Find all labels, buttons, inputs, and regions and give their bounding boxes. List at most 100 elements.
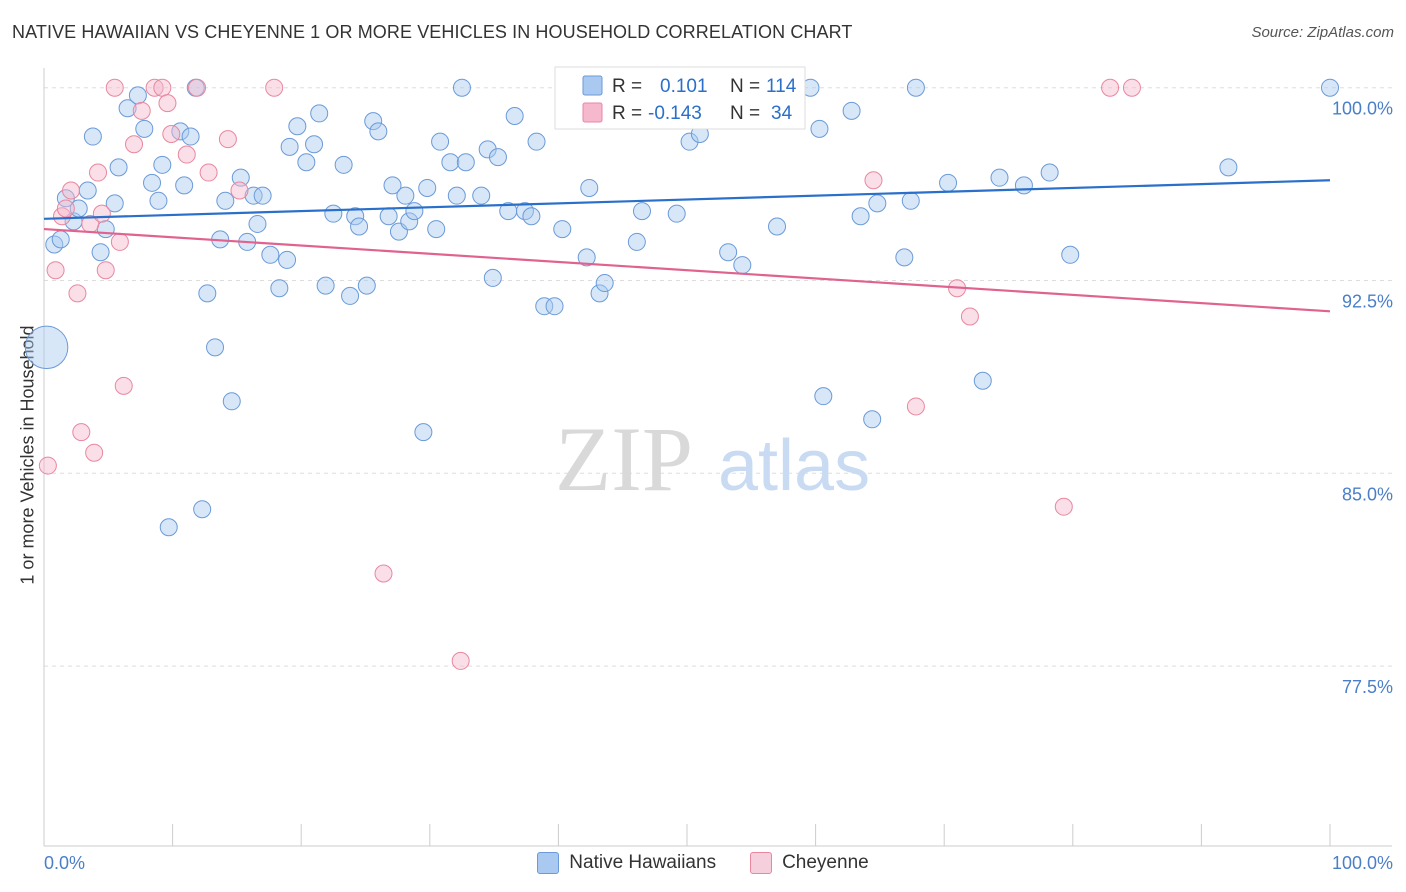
native-hawaiians-point-11 [109,158,128,177]
cheyenne-point-3 [56,199,75,218]
cheyenne-point-16 [132,101,151,120]
native-hawaiians-point-79 [580,178,599,197]
native-hawaiians-point-99 [906,78,925,97]
native-hawaiians-point-65 [472,186,491,205]
legend-n-label-2: N = [730,103,760,124]
native-hawaiians-point-100 [939,173,958,192]
native-hawaiians-point-97 [895,248,914,267]
cheyenne-point-13 [110,232,129,251]
cheyenne-point-20 [162,124,181,143]
native-hawaiians-point-102 [990,168,1009,187]
legend-n-value-1: 114 [766,76,797,97]
cheyenne-point-6 [72,423,91,442]
cheyenne-point-8 [85,443,104,462]
native-hawaiians-point-105 [1061,245,1080,264]
native-hawaiians-point-20 [175,176,194,195]
cheyenne-point-14 [114,376,133,395]
tick-labels: 100.0% 92.5% 85.0% 77.5% 0.0% 100.0% [44,99,1393,873]
cheyenne-point-9 [89,163,108,182]
native-hawaiians-point-7 [83,127,102,146]
native-hawaiians-point-15 [143,173,162,192]
y-tick-label-3: 77.5% [1342,677,1393,697]
native-hawaiians-point-93 [842,101,861,120]
native-hawaiians-point-41 [310,104,329,123]
native-hawaiians-point-62 [447,186,466,205]
legend-item-cheyenne[interactable]: Cheyenne [750,852,869,874]
native-hawaiians-trend-line [43,179,1331,220]
native-hawaiians-point-47 [350,217,369,236]
cheyenne-point-12 [105,78,124,97]
native-hawaiians-point-13 [128,86,147,105]
x-tick-label-0: 0.0% [44,853,85,873]
y-tick-label-2: 85.0% [1342,484,1393,504]
legend-item-native-hawaiians[interactable]: Native Hawaiians [537,852,716,874]
cheyenne-point-22 [188,78,207,97]
axes [43,68,1392,847]
cheyenne-point-21 [177,145,196,164]
native-hawaiians-point-31 [244,186,263,205]
native-hawaiians-point-103 [1014,176,1033,195]
native-hawaiians-point-106 [1219,158,1238,177]
native-hawaiians-point-35 [270,279,289,298]
native-hawaiians-point-51 [379,207,398,226]
cheyenne-point-19 [158,94,177,113]
y-tick-label-1: 92.5% [1342,291,1393,311]
native-hawaiians-point-61 [441,153,460,172]
native-hawaiians-point-8 [91,243,110,262]
series-cheyenne [38,78,1141,670]
native-hawaiians-point-74 [535,297,554,316]
cheyenne-point-25 [230,181,249,200]
x-tick-label-1: 100.0% [1332,853,1393,873]
native-hawaiians-point-75 [545,297,564,316]
native-hawaiians-point-56 [405,202,424,221]
native-hawaiians-point-85 [680,132,699,151]
native-hawaiians-point-43 [324,204,343,223]
native-hawaiians-point-9 [96,220,115,239]
native-hawaiians-point-84 [667,204,686,223]
native-hawaiians-point-91 [810,119,829,138]
cheyenne-point-28 [451,651,470,670]
native-hawaiians-point-49 [364,112,383,131]
native-hawaiians-point-80 [590,284,609,303]
native-hawaiians-point-96 [868,194,887,213]
native-hawaiians-point-83 [632,202,651,221]
native-hawaiians-point-73 [527,132,546,151]
watermark-atlas: atlas [718,426,870,506]
cheyenne-point-5 [68,284,87,303]
native-hawaiians-point-38 [288,117,307,136]
native-hawaiians-point-36 [278,250,297,269]
native-hawaiians-point-39 [297,153,316,172]
native-hawaiians-point-58 [418,178,437,197]
native-hawaiians-point-16 [149,191,168,210]
native-hawaiians-point-55 [400,212,419,231]
native-hawaiians-point-21 [181,127,200,146]
native-hawaiians-point-68 [488,148,507,167]
native-hawaiians-point-12 [118,99,137,118]
source-credit: Source: ZipAtlas.com [1251,24,1394,41]
cheyenne-trend-line [43,227,1331,313]
native-hawaiians-point-60 [431,132,450,151]
bottom-legend: Native Hawaiians Cheyenne [0,852,1406,874]
native-hawaiians-point-54 [396,186,415,205]
native-hawaiians-point-6 [78,181,97,200]
cheyenne-point-30 [906,397,925,416]
cheyenne-point-17 [145,78,164,97]
cheyenne-point-18 [153,78,172,97]
native-hawaiians-point-64 [456,153,475,172]
native-hawaiians-point-46 [346,207,365,226]
cheyenne-point-29 [864,171,883,190]
native-hawaiians-point-10 [105,194,124,213]
native-hawaiians-point-89 [768,217,787,236]
native-hawaiians-point-104 [1040,163,1059,182]
cheyenne-point-15 [125,135,144,154]
watermark-zip: ZIP [555,408,693,510]
cheyenne-point-34 [1101,78,1120,97]
native-hawaiians-point-98 [901,191,920,210]
native-hawaiians-point-27 [216,191,235,210]
cheyenne-point-27 [374,564,393,583]
legend-square-icon [750,852,773,874]
native-hawaiians-point-37 [280,137,299,156]
native-hawaiians-point-2 [51,230,70,249]
native-hawaiians-point-94 [851,207,870,226]
